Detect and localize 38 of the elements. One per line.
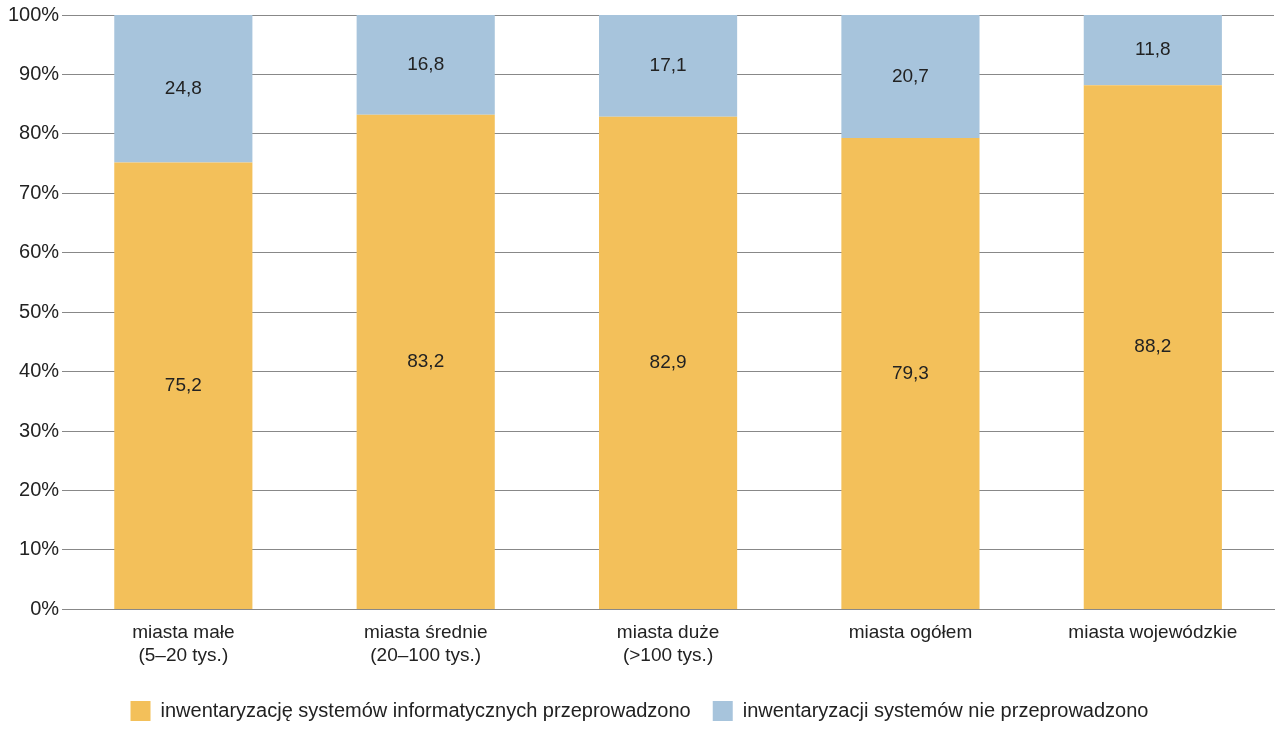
data-label: 75,2 [164,373,202,395]
y-tick-label: 20% [19,478,60,501]
data-label: 20,7 [891,64,929,86]
bar [1083,15,1222,86]
data-label: 11,8 [1135,38,1171,60]
legend-label: inwentaryzację systemów informatycznych przeprowadzono [160,698,691,721]
bar [356,15,495,115]
y-tick-label: 10% [19,537,60,560]
data-label: 79,3 [891,361,929,383]
y-tick-label: 0% [30,596,60,619]
data-label: 17,1 [649,54,687,76]
x-tick-label: miasta duże (>100 tys.) [616,621,720,665]
x-tick-label: miasta średnie (20–100 tys.) [363,621,488,665]
y-tick-label: 30% [19,418,60,441]
y-tick-label: 100% [8,2,60,25]
data-label: 88,2 [1134,335,1172,357]
bar [114,15,253,163]
y-tick-label: 50% [19,299,60,322]
bar [114,162,253,609]
data-label: 16,8 [407,53,445,75]
y-tick-label: 80% [19,121,60,144]
y-tick-label: 70% [19,180,60,203]
bar [1083,85,1222,609]
y-tick-label: 40% [19,359,60,382]
data-label: 24,8 [164,76,202,98]
y-tick-label: 60% [19,240,60,263]
bar [841,138,980,609]
x-tick-label: miasta małe (5–20 tys.) [132,621,235,665]
bar [599,15,738,117]
data-label: 83,2 [407,350,445,372]
bar [356,114,495,609]
legend-label: inwentaryzacji systemów nie przeprowadzono [742,698,1149,721]
data-label: 82,9 [649,351,687,373]
x-tick-label: miasta ogółem [848,621,973,643]
bar [841,15,980,139]
bar [599,116,738,609]
x-tick-label: miasta wojewódzkie [1068,621,1238,643]
y-tick-label: 90% [19,61,60,84]
